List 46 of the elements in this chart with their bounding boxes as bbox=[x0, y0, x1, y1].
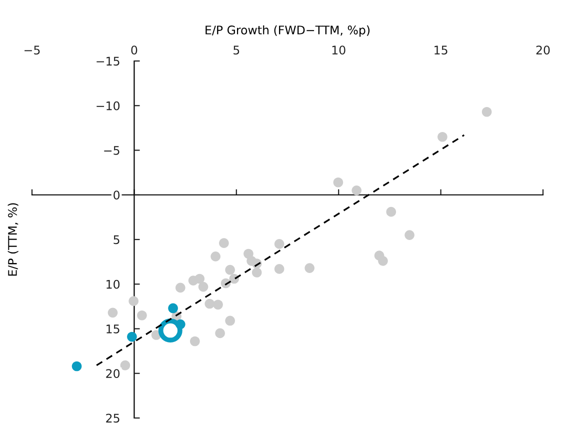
x-tick-label: 10 bbox=[332, 46, 346, 55]
x-tick-label: −5 bbox=[24, 46, 40, 55]
point bbox=[215, 328, 225, 338]
point bbox=[128, 296, 138, 306]
y-tick-label: 20 bbox=[106, 369, 120, 378]
y-tick-label: −15 bbox=[96, 56, 120, 66]
point bbox=[108, 308, 118, 318]
point bbox=[175, 282, 186, 293]
point bbox=[198, 282, 208, 292]
point bbox=[194, 274, 205, 284]
point bbox=[213, 300, 223, 310]
point bbox=[72, 361, 82, 372]
x-tick-label: 20 bbox=[536, 46, 550, 55]
point bbox=[137, 310, 147, 320]
y-tick-label: 10 bbox=[106, 280, 120, 289]
y-tick-label: −10 bbox=[96, 101, 120, 110]
point bbox=[204, 298, 215, 309]
point bbox=[352, 186, 362, 196]
y-tick-label: 0 bbox=[114, 190, 120, 200]
point bbox=[120, 360, 130, 370]
point bbox=[219, 238, 229, 248]
point bbox=[225, 264, 235, 275]
point bbox=[168, 303, 178, 314]
point bbox=[378, 256, 388, 266]
point bbox=[127, 332, 137, 342]
point bbox=[404, 230, 414, 240]
y-tick-label: 5 bbox=[114, 235, 120, 244]
point bbox=[274, 239, 284, 249]
x-tick-label: 15 bbox=[434, 46, 448, 55]
point bbox=[225, 316, 235, 326]
point bbox=[333, 177, 344, 188]
point bbox=[210, 252, 220, 262]
point bbox=[304, 263, 314, 273]
point bbox=[438, 132, 448, 142]
y-tick-label: 15 bbox=[106, 324, 120, 334]
point bbox=[190, 336, 200, 346]
point bbox=[482, 106, 492, 117]
point bbox=[274, 264, 284, 274]
x-tick-label: 0 bbox=[131, 46, 138, 55]
y-tick-label: −5 bbox=[104, 146, 120, 155]
point bbox=[252, 268, 262, 278]
x-tick-label: 5 bbox=[234, 46, 240, 55]
y-tick-label: 25 bbox=[106, 414, 120, 423]
y-axis-title: E/P (TTM, %) bbox=[8, 203, 18, 276]
x-axis-title: E/P Growth (FWD−TTM, %p) bbox=[206, 25, 370, 37]
point bbox=[386, 206, 396, 217]
